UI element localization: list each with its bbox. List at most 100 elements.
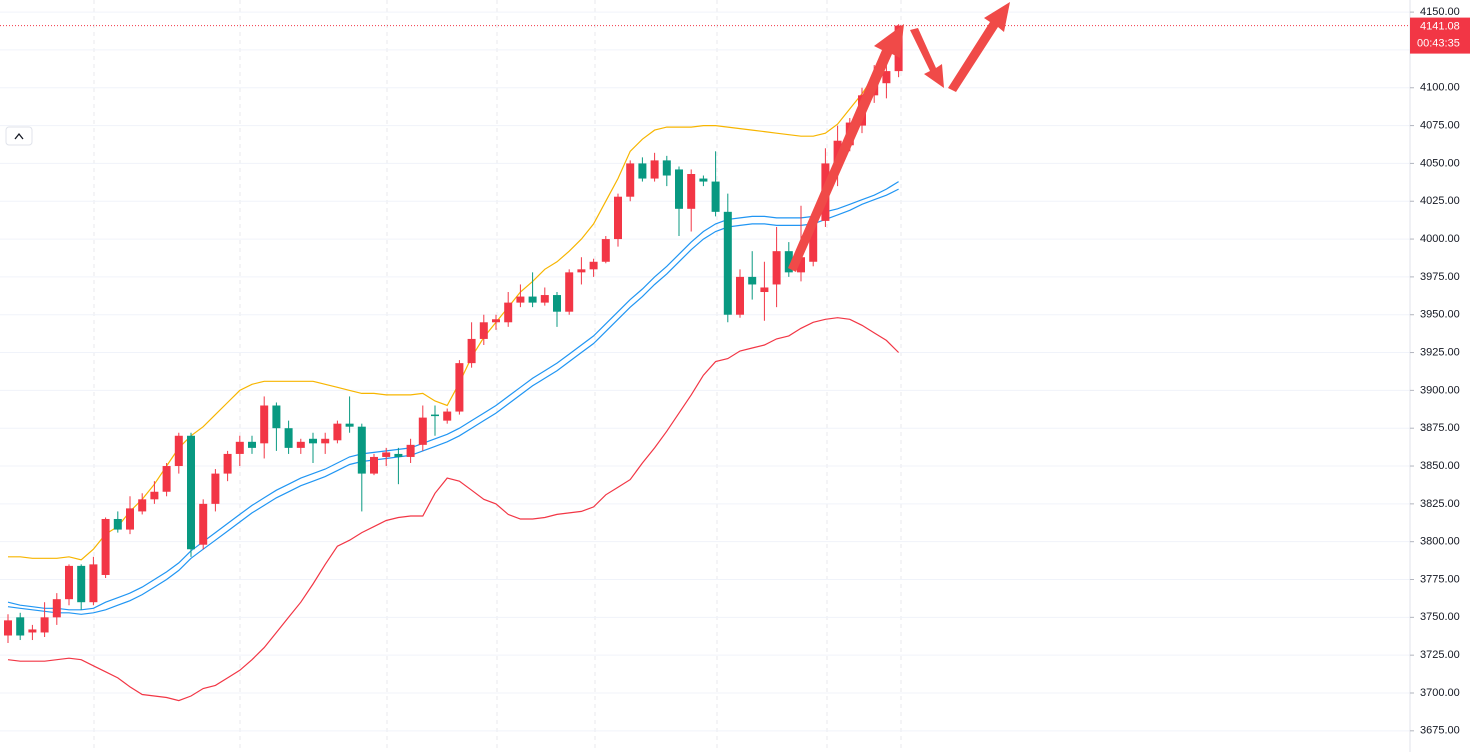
indicator-line bbox=[7, 317, 900, 702]
candle-body bbox=[711, 181, 720, 212]
candle-body bbox=[687, 174, 696, 209]
indicator-line bbox=[7, 181, 899, 611]
candle-body bbox=[504, 302, 513, 323]
candle-body bbox=[211, 473, 220, 504]
candle-body bbox=[28, 629, 37, 633]
y-tick-label: 4075.00 bbox=[1420, 119, 1460, 131]
candle-body bbox=[394, 453, 403, 457]
candle-body bbox=[284, 428, 293, 448]
candle-body bbox=[601, 239, 610, 262]
y-tick-label: 3775.00 bbox=[1420, 573, 1460, 585]
candle-body bbox=[16, 617, 25, 636]
candle-body bbox=[882, 71, 891, 84]
candle-body bbox=[614, 196, 622, 240]
candle-body bbox=[528, 296, 537, 303]
y-tick-label: 3700.00 bbox=[1420, 687, 1460, 699]
candle-body bbox=[723, 211, 732, 315]
y-tick-label: 4000.00 bbox=[1420, 233, 1460, 245]
candle-body bbox=[126, 508, 134, 530]
candle-body bbox=[223, 453, 232, 474]
y-tick-label: 3800.00 bbox=[1420, 536, 1460, 548]
y-tick-label: 3975.00 bbox=[1420, 271, 1460, 283]
candle-body bbox=[626, 163, 635, 197]
candle-body bbox=[162, 466, 171, 492]
y-tick-label: 3750.00 bbox=[1420, 611, 1460, 623]
candle-body bbox=[736, 276, 744, 315]
y-tick-label: 3950.00 bbox=[1420, 309, 1460, 321]
button-frame[interactable] bbox=[5, 126, 33, 146]
candle-body bbox=[77, 565, 86, 603]
candle-body bbox=[321, 438, 330, 444]
candle-body bbox=[760, 287, 769, 293]
y-axis: 4150.004125.004100.004075.004050.004025.… bbox=[1410, 6, 1470, 737]
candle-body bbox=[382, 452, 391, 457]
y-tick-label: 3900.00 bbox=[1420, 384, 1460, 396]
candle-body bbox=[52, 599, 61, 618]
candle-body bbox=[187, 435, 195, 550]
y-tick-label: 4150.00 bbox=[1420, 6, 1460, 18]
candle-body bbox=[370, 456, 378, 474]
y-tick-label: 3725.00 bbox=[1420, 649, 1460, 661]
indicator-line bbox=[8, 37, 900, 561]
candle-body bbox=[675, 169, 683, 209]
candle-body bbox=[235, 441, 244, 454]
candle-body bbox=[65, 565, 73, 600]
candle-body bbox=[516, 296, 525, 303]
candle-body bbox=[138, 499, 147, 512]
candle-body bbox=[101, 518, 110, 575]
candle-body bbox=[113, 518, 122, 530]
candle-body bbox=[797, 257, 805, 273]
candle-body bbox=[406, 444, 415, 457]
candle-body bbox=[357, 426, 366, 474]
candle-body bbox=[479, 322, 488, 339]
annotation-arrows bbox=[788, 2, 1010, 272]
candle-body bbox=[809, 223, 818, 262]
candle-body bbox=[748, 276, 757, 285]
y-tick-label: 4100.00 bbox=[1420, 82, 1460, 94]
y-tick-label: 3925.00 bbox=[1420, 346, 1460, 358]
candle-body bbox=[260, 405, 269, 444]
y-tick-label: 3850.00 bbox=[1420, 460, 1460, 472]
candle-body bbox=[553, 295, 561, 312]
indicator-line bbox=[7, 188, 899, 615]
candle-body bbox=[40, 617, 49, 633]
candle-body bbox=[699, 178, 708, 182]
candle-body bbox=[772, 251, 781, 285]
candle-body bbox=[150, 491, 159, 500]
candle-body bbox=[589, 261, 598, 270]
candle-body bbox=[565, 272, 574, 312]
candle-body bbox=[467, 338, 476, 364]
grid bbox=[0, 11, 1410, 732]
candle-body bbox=[174, 435, 183, 467]
candle-body bbox=[309, 438, 317, 444]
vertical-grid bbox=[93, 0, 902, 752]
candle-body bbox=[662, 160, 671, 176]
y-tick-label: 3825.00 bbox=[1420, 498, 1460, 510]
candle-body bbox=[833, 140, 842, 164]
arrow bbox=[948, 2, 1010, 92]
candle-body bbox=[89, 564, 98, 603]
countdown-label: 00:43:35 bbox=[1417, 38, 1460, 50]
y-tick-label: 3675.00 bbox=[1420, 725, 1460, 737]
candle-body bbox=[272, 405, 281, 429]
arrow bbox=[910, 28, 944, 88]
y-tick-label: 3875.00 bbox=[1420, 422, 1460, 434]
candle-body bbox=[492, 319, 500, 323]
arrow bbox=[788, 24, 904, 272]
candle-body bbox=[248, 441, 256, 448]
candle-body bbox=[345, 423, 354, 427]
indicator-lines bbox=[7, 37, 900, 702]
candle-body bbox=[638, 163, 647, 179]
candle-body bbox=[577, 269, 586, 273]
last-price-label: 4141.08 bbox=[1420, 21, 1460, 33]
y-tick-label: 4025.00 bbox=[1420, 195, 1460, 207]
candle-body bbox=[443, 411, 452, 421]
candle-body bbox=[418, 417, 427, 445]
candle-body bbox=[540, 295, 549, 303]
candle-body bbox=[199, 503, 208, 545]
candle-body bbox=[333, 423, 342, 441]
candle-body bbox=[455, 363, 464, 412]
collapse-button[interactable] bbox=[5, 126, 33, 146]
